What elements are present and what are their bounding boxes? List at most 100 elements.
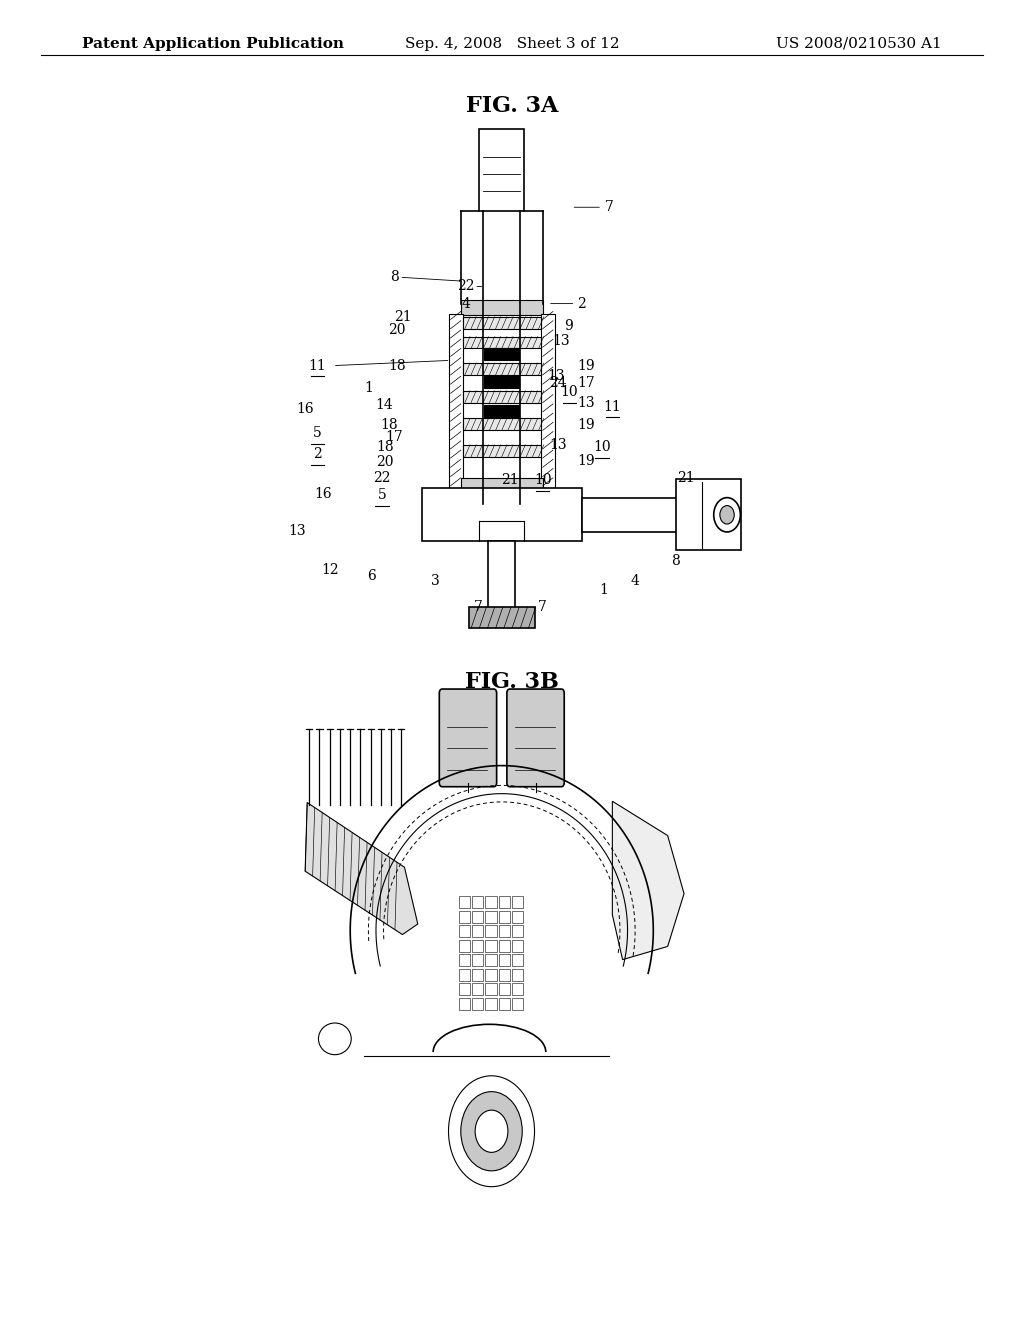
Bar <box>484 348 519 360</box>
Bar <box>469 607 535 628</box>
Bar <box>512 969 523 981</box>
Bar <box>461 300 543 315</box>
Bar <box>512 911 523 923</box>
Text: 24: 24 <box>549 376 567 389</box>
Text: 19: 19 <box>577 359 595 372</box>
Text: 17: 17 <box>577 376 595 389</box>
Polygon shape <box>305 803 418 935</box>
Text: FIG. 3B: FIG. 3B <box>465 671 559 693</box>
Text: 13: 13 <box>549 438 567 451</box>
Text: 7: 7 <box>605 201 613 214</box>
Ellipse shape <box>318 1023 351 1055</box>
Text: Sep. 4, 2008   Sheet 3 of 12: Sep. 4, 2008 Sheet 3 of 12 <box>404 37 620 51</box>
Text: 22: 22 <box>457 280 475 293</box>
Bar <box>463 337 541 348</box>
Bar <box>472 925 483 937</box>
Text: 20: 20 <box>376 455 394 469</box>
Bar <box>463 445 541 457</box>
Text: 3: 3 <box>431 574 439 587</box>
Bar <box>472 998 483 1010</box>
Text: 17: 17 <box>385 430 403 444</box>
Bar <box>449 314 463 488</box>
Bar <box>459 911 470 923</box>
Text: 21: 21 <box>393 310 412 323</box>
Bar <box>484 376 519 388</box>
Bar <box>479 129 524 211</box>
Polygon shape <box>612 801 684 960</box>
Bar <box>485 969 497 981</box>
Bar <box>459 954 470 966</box>
Text: 8: 8 <box>672 554 680 568</box>
Text: 5: 5 <box>313 426 322 440</box>
Text: 4: 4 <box>631 574 639 587</box>
Bar <box>472 983 483 995</box>
Text: 21: 21 <box>501 474 519 487</box>
Text: 18: 18 <box>380 418 398 432</box>
Bar <box>459 940 470 952</box>
Text: 13: 13 <box>547 370 565 383</box>
Bar <box>463 317 541 329</box>
Bar <box>472 940 483 952</box>
Text: 16: 16 <box>314 487 333 500</box>
Circle shape <box>461 1092 522 1171</box>
Bar <box>499 983 510 995</box>
Text: 5: 5 <box>378 488 386 502</box>
Bar <box>499 998 510 1010</box>
Bar <box>461 478 543 491</box>
Bar <box>512 954 523 966</box>
Text: 7: 7 <box>474 601 482 614</box>
Bar <box>459 983 470 995</box>
Bar <box>459 925 470 937</box>
Text: 10: 10 <box>560 385 579 399</box>
Text: 10: 10 <box>593 441 611 454</box>
Bar <box>499 969 510 981</box>
Text: 21: 21 <box>677 471 695 484</box>
Text: Patent Application Publication: Patent Application Publication <box>82 37 344 51</box>
Bar <box>499 925 510 937</box>
Bar <box>499 940 510 952</box>
Text: 10: 10 <box>534 474 552 487</box>
Bar <box>463 363 541 375</box>
Bar <box>499 896 510 908</box>
Bar <box>499 911 510 923</box>
Bar <box>472 896 483 908</box>
Bar <box>582 498 694 532</box>
Bar <box>472 911 483 923</box>
Bar <box>484 405 519 417</box>
Text: 19: 19 <box>577 454 595 467</box>
Bar <box>422 488 582 541</box>
Bar <box>512 940 523 952</box>
Text: 11: 11 <box>308 359 327 372</box>
Text: 16: 16 <box>296 403 314 416</box>
Bar <box>676 479 741 550</box>
Text: 4: 4 <box>462 297 470 310</box>
Bar <box>485 896 497 908</box>
Text: 20: 20 <box>388 323 407 337</box>
Text: 2: 2 <box>313 447 322 461</box>
Text: 18: 18 <box>376 441 394 454</box>
Text: 8: 8 <box>390 271 398 284</box>
Text: 13: 13 <box>577 396 595 409</box>
FancyBboxPatch shape <box>439 689 497 787</box>
Bar <box>512 983 523 995</box>
Bar <box>459 896 470 908</box>
Bar <box>488 541 515 610</box>
Text: 1: 1 <box>600 583 608 597</box>
Bar <box>485 954 497 966</box>
Bar <box>512 925 523 937</box>
Bar <box>463 418 541 430</box>
Text: 7: 7 <box>539 601 547 614</box>
Bar <box>459 998 470 1010</box>
Text: 11: 11 <box>603 400 622 413</box>
Bar <box>463 391 541 403</box>
FancyBboxPatch shape <box>507 689 564 787</box>
Text: 19: 19 <box>577 418 595 432</box>
Bar <box>485 925 497 937</box>
Circle shape <box>475 1110 508 1152</box>
Circle shape <box>714 498 740 532</box>
Bar <box>485 983 497 995</box>
Text: 2: 2 <box>578 297 586 310</box>
Bar <box>459 969 470 981</box>
Bar <box>485 998 497 1010</box>
Bar <box>485 911 497 923</box>
